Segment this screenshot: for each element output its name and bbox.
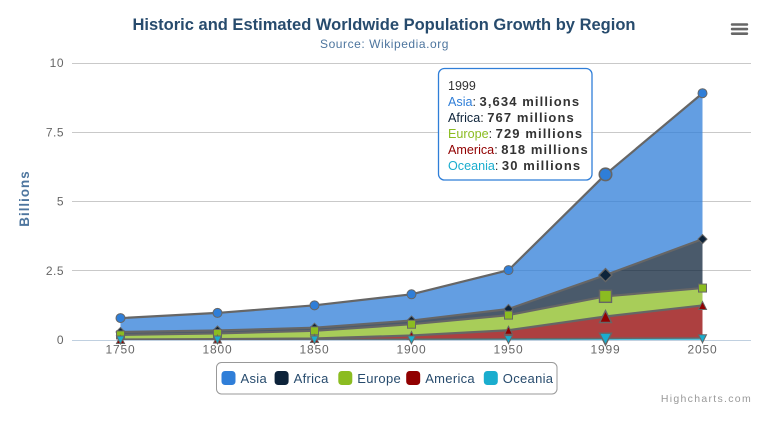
- svg-text:Europe: 729 millions: Europe: 729 millions: [448, 126, 583, 141]
- svg-text:Billions: Billions: [17, 170, 32, 226]
- svg-text:Highcharts.com: Highcharts.com: [661, 393, 752, 405]
- svg-text:1950: 1950: [494, 343, 524, 357]
- svg-text:Asia: Asia: [241, 371, 268, 386]
- svg-text:5: 5: [57, 195, 64, 209]
- svg-text:Historic and Estimated Worldwi: Historic and Estimated Worldwide Populat…: [133, 16, 636, 34]
- svg-text:1900: 1900: [397, 343, 427, 357]
- svg-text:Asia: 3,634 millions: Asia: 3,634 millions: [448, 94, 580, 109]
- svg-text:Oceania: 30 millions: Oceania: 30 millions: [448, 158, 581, 173]
- svg-text:Oceania: Oceania: [503, 371, 554, 386]
- svg-text:10: 10: [50, 56, 64, 70]
- svg-text:0: 0: [57, 333, 64, 347]
- svg-text:1999: 1999: [591, 343, 621, 357]
- svg-text:2.5: 2.5: [46, 264, 64, 278]
- svg-text:1750: 1750: [106, 343, 136, 357]
- svg-text:2050: 2050: [688, 343, 718, 357]
- svg-text:7.5: 7.5: [46, 125, 64, 139]
- svg-text:Africa: 767 millions: Africa: 767 millions: [448, 110, 575, 125]
- svg-text:Source: Wikipedia.org: Source: Wikipedia.org: [320, 37, 449, 51]
- svg-text:Africa: Africa: [294, 371, 329, 386]
- svg-text:1999: 1999: [448, 79, 476, 93]
- svg-text:America: America: [425, 371, 475, 386]
- svg-text:1850: 1850: [300, 343, 330, 357]
- svg-text:Europe: Europe: [357, 371, 401, 386]
- svg-text:1800: 1800: [203, 343, 233, 357]
- svg-text:America: 818 millions: America: 818 millions: [448, 142, 589, 157]
